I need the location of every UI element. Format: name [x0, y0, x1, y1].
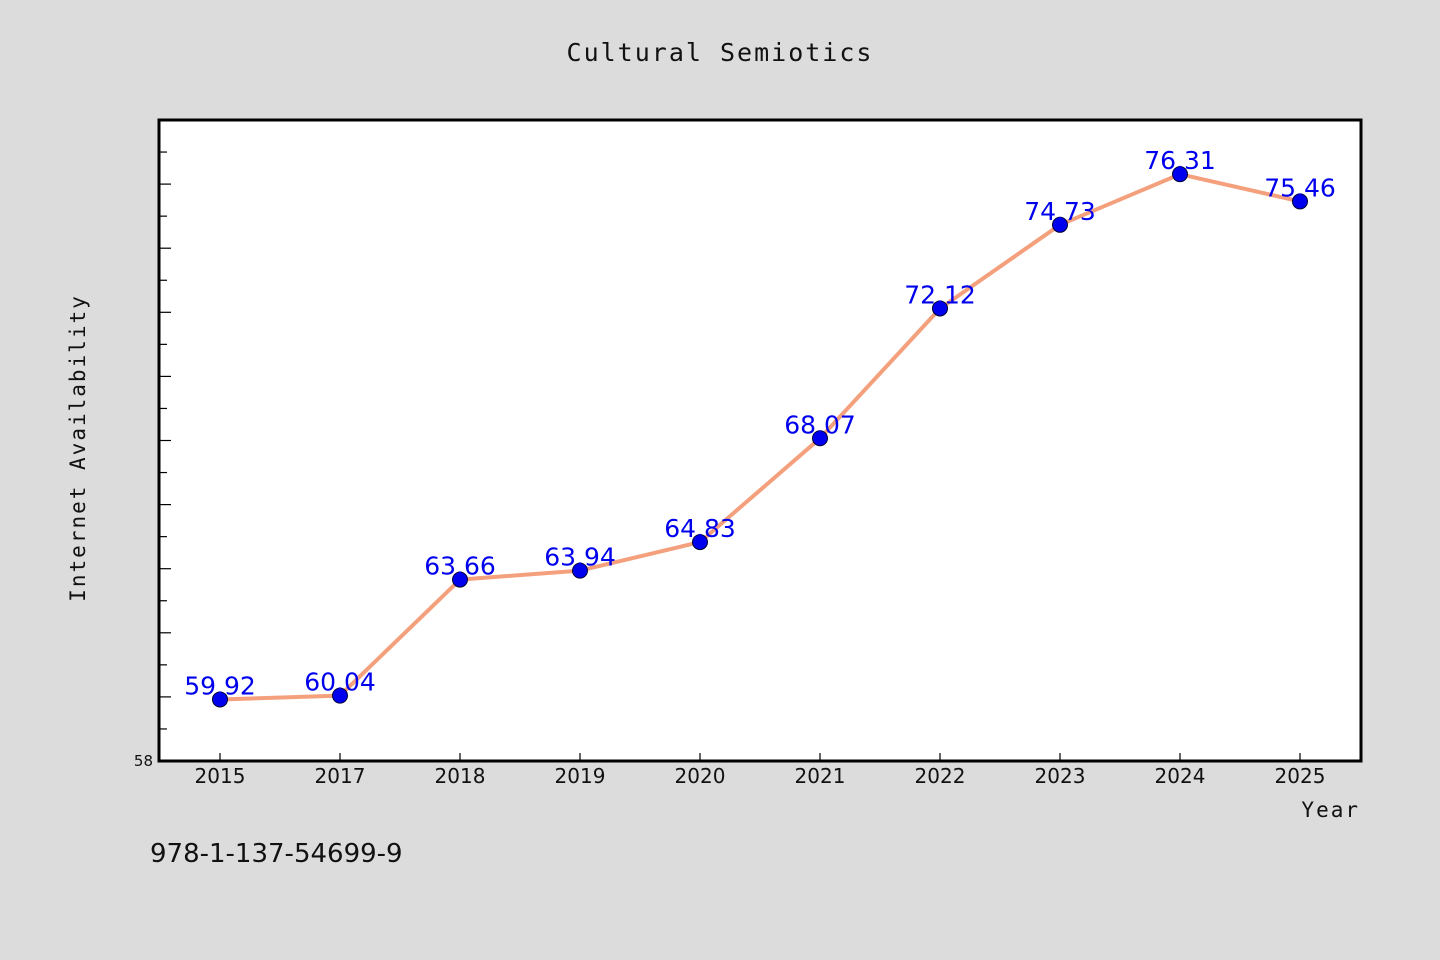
x-tick-label: 2025 [1275, 764, 1326, 788]
x-tick-label: 2017 [315, 764, 366, 788]
data-point [572, 562, 588, 579]
series-line [218, 172, 1302, 702]
data-label: 75.46 [1264, 173, 1336, 202]
data-point [452, 571, 468, 588]
data-label: 63.66 [424, 552, 496, 581]
x-tick-label: 2020 [675, 764, 726, 788]
footer-code: 978-1-137-54699-9 [150, 839, 403, 869]
data-point [812, 430, 828, 447]
data-point [212, 691, 228, 708]
x-tick-label: 2015 [195, 764, 246, 788]
x-tick-label: 2022 [915, 764, 966, 788]
data-point [932, 300, 948, 317]
x-axis-label: Year [1301, 798, 1360, 822]
data-label: 76.31 [1144, 146, 1216, 175]
x-tick-label: 2024 [1155, 764, 1206, 788]
data-point [1052, 216, 1068, 233]
plot-area [157, 118, 1363, 763]
data-point [1292, 193, 1308, 210]
data-label: 68.07 [784, 410, 856, 439]
x-tick-label: 2019 [555, 764, 606, 788]
data-label: 64.83 [664, 514, 736, 543]
chart-title: Cultural Semiotics [567, 38, 874, 67]
data-point [692, 534, 708, 551]
data-label: 59.92 [184, 671, 256, 700]
x-tick-label: 2021 [795, 764, 846, 788]
y-axis-label: Internet Availability [66, 294, 90, 602]
series-layer [212, 166, 1308, 708]
y-tick-label-min: 58 [134, 752, 153, 770]
x-tick-label: 2018 [435, 764, 486, 788]
data-label: 60.04 [304, 668, 376, 697]
data-label: 72.12 [904, 280, 976, 309]
y-axis-ticks [159, 151, 171, 730]
data-label: 74.73 [1024, 197, 1096, 226]
data-label: 63.94 [544, 543, 616, 572]
data-point [1172, 166, 1188, 183]
data-point [332, 687, 348, 704]
data-labels: 59.92 60.04 63.66 63.94 64.83 68.07 72.12 74.73… [184, 146, 1336, 700]
x-axis-ticks: 2015 2017 2018 2019 2020 2021 2022 2023 2024 2025 [195, 753, 1326, 788]
x-tick-label: 2023 [1035, 764, 1086, 788]
